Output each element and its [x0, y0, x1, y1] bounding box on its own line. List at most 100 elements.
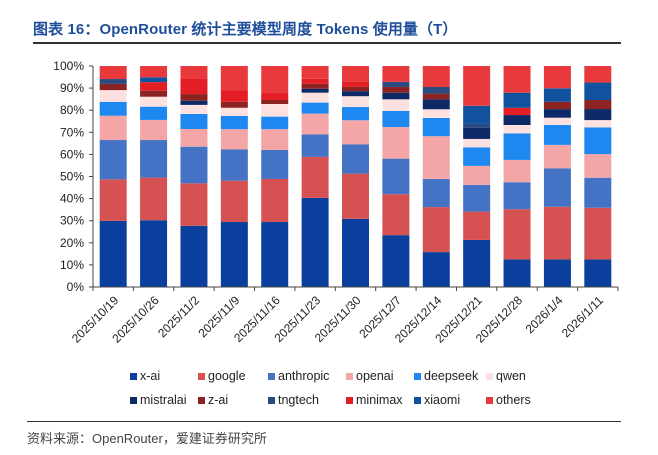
bar-segment-z-ai	[301, 83, 329, 89]
bar-segment-others	[342, 66, 369, 82]
x-axis: 2025/10/192025/10/262025/11/22025/11/920…	[69, 286, 619, 346]
bar-segment-x-ai	[99, 220, 127, 287]
bar-segment-z-ai	[180, 94, 208, 101]
x-tick-label: 2025/11/2	[155, 293, 202, 340]
bar-segment-openai	[584, 154, 612, 178]
legend-item-mistralai: mistralai	[130, 393, 198, 407]
legend-label: z-ai	[208, 393, 229, 407]
bar-segment-others	[261, 66, 289, 93]
bar-segment-z-ai	[140, 90, 168, 97]
bar-segment-others	[220, 66, 248, 91]
bar-stack	[503, 66, 531, 287]
bar-segment-z-ai	[382, 86, 410, 93]
bar-segment-qwen	[140, 96, 168, 107]
bar-segment-mistralai	[584, 109, 612, 121]
bar-stack	[463, 66, 491, 287]
bar-segment-google	[382, 194, 410, 236]
bar-segment-google	[301, 156, 329, 198]
legend-item-anthropic: anthropic	[268, 369, 346, 383]
bar-segment-mistralai	[463, 127, 491, 139]
bar-segment-google	[99, 179, 127, 221]
bar-segment-z-ai	[422, 93, 450, 100]
legend-label: anthropic	[278, 369, 330, 383]
legend-label: openai	[356, 369, 394, 383]
bar-segment-deepseek	[220, 115, 248, 130]
legend-swatch	[346, 396, 353, 404]
bar-segment-x-ai	[543, 259, 571, 287]
bar-segment-openai	[99, 115, 127, 141]
chart-title: 图表 16：OpenRouter 统计主要模型周度 Tokens 使用量（T）	[33, 21, 458, 38]
bar-segment-qwen	[99, 90, 127, 102]
y-tick-label: 50%	[60, 170, 84, 184]
bar-stack	[220, 66, 248, 287]
bar-segment-x-ai	[463, 239, 491, 287]
bar-segment-deepseek	[382, 110, 410, 128]
bar-segment-mistralai	[342, 91, 369, 97]
bar-segment-google	[180, 183, 208, 226]
bar-segment-anthropic	[382, 158, 410, 195]
bar-segment-google	[422, 207, 450, 253]
bar-segment-google	[261, 178, 289, 223]
bar-segment-tngtech	[382, 81, 410, 87]
legend-item-google: google	[198, 369, 268, 383]
bar-segment-z-ai	[543, 101, 571, 110]
bar-stack	[180, 66, 208, 287]
legend-swatch	[486, 372, 493, 380]
stacked-bar-chart: 0% 10% 20% 30% 40% 50% 60% 70% 80% 90% 100% 2025/1…	[53, 59, 619, 346]
bar-segment-others	[301, 66, 329, 79]
bar-segment-deepseek	[301, 102, 329, 114]
bar-segment-x-ai	[584, 259, 612, 287]
bar-segment-z-ai	[261, 100, 289, 105]
bar-segment-mistralai	[180, 100, 208, 105]
bar-stack	[261, 66, 289, 287]
y-tick-label: 20%	[60, 236, 84, 250]
legend-item-xiaomi: xiaomi	[414, 393, 486, 407]
bar-segment-anthropic	[342, 144, 369, 174]
bar-segment-mistralai	[301, 88, 329, 93]
legend-swatch	[414, 372, 421, 380]
bar-segment-google	[140, 177, 168, 221]
legend-row: mistralai z-ai tngtech minimax xiaomi others	[130, 388, 550, 412]
legend-label: google	[208, 369, 246, 383]
bar-segment-others	[422, 66, 450, 87]
bar-segment-others	[382, 66, 410, 82]
legend-swatch	[268, 396, 275, 404]
legend-label: mistralai	[140, 393, 187, 407]
bar-segment-deepseek	[99, 101, 127, 116]
legend-item-x-ai: x-ai	[130, 369, 198, 383]
legend-label: minimax	[356, 393, 403, 407]
bar-segment-openai	[261, 129, 289, 150]
bar-stack	[543, 66, 571, 287]
y-tick-label: 80%	[60, 103, 84, 117]
legend-swatch	[268, 372, 275, 380]
bar-segment-deepseek	[180, 113, 208, 129]
bar-segment-x-ai	[422, 252, 450, 287]
bar-segment-qwen	[422, 109, 450, 118]
bar-segment-openai	[463, 165, 491, 185]
bar-stack	[584, 66, 612, 287]
bar-segment-x-ai	[261, 222, 289, 287]
y-tick-label: 60%	[60, 147, 84, 161]
bar-segment-z-ai	[99, 83, 127, 91]
bar-segment-deepseek	[584, 127, 612, 155]
bar-segment-google	[503, 209, 531, 260]
bar-segment-openai	[503, 159, 531, 183]
bar-segment-x-ai	[180, 225, 208, 287]
bar-segment-x-ai	[220, 222, 248, 287]
source-note: 资料来源：OpenRouter，爱建证券研究所	[27, 431, 267, 446]
bar-segment-anthropic	[220, 149, 248, 181]
legend-swatch	[414, 396, 421, 404]
bar-segment-z-ai	[342, 86, 369, 92]
y-tick-label: 0%	[67, 280, 85, 294]
legend-swatch	[130, 372, 137, 380]
bar-stack	[140, 66, 168, 287]
bar-stack	[422, 66, 450, 287]
bar-segment-qwen	[220, 107, 248, 116]
bar-segment-openai	[422, 136, 450, 180]
legend-swatch	[198, 372, 205, 380]
legend-item-qwen: qwen	[486, 369, 546, 383]
legend-swatch	[486, 396, 493, 404]
bar-segment-xiaomi	[503, 92, 531, 108]
bar-segment-openai	[180, 128, 208, 147]
bar-segment-others	[463, 66, 491, 106]
